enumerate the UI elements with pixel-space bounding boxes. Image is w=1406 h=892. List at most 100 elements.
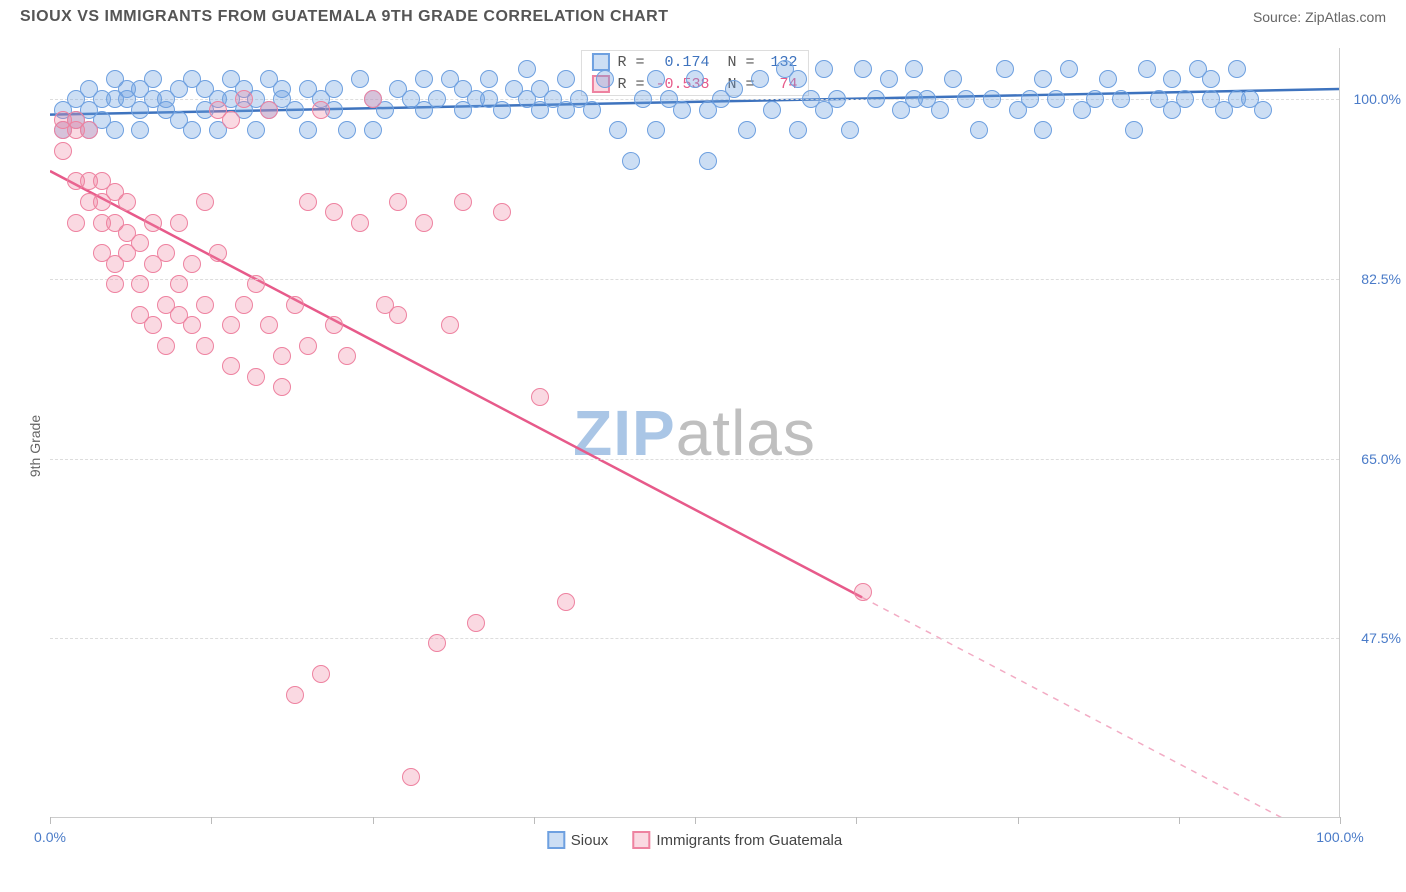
scatter-point [957,90,975,108]
ytick-label: 65.0% [1345,451,1401,467]
scatter-point [106,121,124,139]
legend-item: Immigrants from Guatemala [632,831,842,849]
scatter-point [325,316,343,334]
scatter-point [1163,70,1181,88]
legend-swatch [591,53,609,71]
xtick [211,817,212,824]
scatter-point [286,101,304,119]
scatter-point [235,296,253,314]
scatter-point [634,90,652,108]
scatter-point [273,378,291,396]
xtick [695,817,696,824]
scatter-point [1202,70,1220,88]
scatter-point [196,337,214,355]
scatter-point [1060,60,1078,78]
xtick [1179,817,1180,824]
scatter-point [260,316,278,334]
scatter-point [686,70,704,88]
scatter-point [351,214,369,232]
scatter-point [647,70,665,88]
scatter-point [389,306,407,324]
ytick-label: 82.5% [1345,271,1401,287]
scatter-point [144,214,162,232]
scatter-point [428,90,446,108]
legend-swatch [632,831,650,849]
scatter-point [531,388,549,406]
scatter-point [415,214,433,232]
scatter-point [247,368,265,386]
scatter-point [106,275,124,293]
scatter-point [338,121,356,139]
scatter-point [157,337,175,355]
scatter-point [1254,101,1272,119]
yaxis-label: 9th Grade [27,415,43,477]
scatter-point [170,275,188,293]
legend-label: Sioux [571,832,609,849]
scatter-point [1034,121,1052,139]
scatter-point [402,768,420,786]
scatter-point [196,296,214,314]
scatter-point [273,80,291,98]
scatter-point [131,121,149,139]
scatter-point [428,634,446,652]
scatter-point [699,152,717,170]
scatter-point [1112,90,1130,108]
scatter-point [880,70,898,88]
scatter-point [854,60,872,78]
xtick-label: 0.0% [34,829,66,845]
scatter-point [1021,90,1039,108]
scatter-point [144,316,162,334]
xtick [373,817,374,824]
scatter-point [1086,90,1104,108]
legend-stats-text: R = 0.174 N = 132 [617,54,797,71]
xtick [50,817,51,824]
scatter-point [222,111,240,129]
scatter-point [389,193,407,211]
scatter-point [983,90,1001,108]
scatter-point [596,70,614,88]
scatter-point [338,347,356,365]
scatter-point [854,583,872,601]
header: SIOUX VS IMMIGRANTS FROM GUATEMALA 9TH G… [0,0,1406,26]
scatter-point [299,121,317,139]
scatter-point [1047,90,1065,108]
scatter-point [867,90,885,108]
scatter-point [131,234,149,252]
xtick-label: 100.0% [1316,829,1363,845]
scatter-point [763,101,781,119]
scatter-point [944,70,962,88]
gridline [50,279,1339,280]
xtick [1340,817,1341,824]
scatter-point [738,121,756,139]
scatter-point [183,316,201,334]
scatter-point [841,121,859,139]
scatter-point [931,101,949,119]
scatter-point [183,255,201,273]
scatter-point [622,152,640,170]
scatter-point [286,296,304,314]
scatter-point [415,70,433,88]
scatter-point [312,665,330,683]
scatter-point [1138,60,1156,78]
scatter-point [144,70,162,88]
scatter-point [364,121,382,139]
scatter-point [518,60,536,78]
legend-item: Sioux [547,831,609,849]
scatter-point [286,686,304,704]
scatter-point [299,337,317,355]
scatter-point [673,101,691,119]
scatter-point [157,244,175,262]
scatter-point [118,193,136,211]
scatter-point [789,121,807,139]
trend-lines [50,48,1339,817]
legend-series: Sioux Immigrants from Guatemala [547,831,842,849]
chart-title: SIOUX VS IMMIGRANTS FROM GUATEMALA 9TH G… [20,8,668,26]
scatter-point [1034,70,1052,88]
scatter-point [80,121,98,139]
scatter-point [609,121,627,139]
scatter-point [67,214,85,232]
scatter-point [557,593,575,611]
legend-label: Immigrants from Guatemala [656,832,842,849]
scatter-point [196,193,214,211]
scatter-point [299,193,317,211]
